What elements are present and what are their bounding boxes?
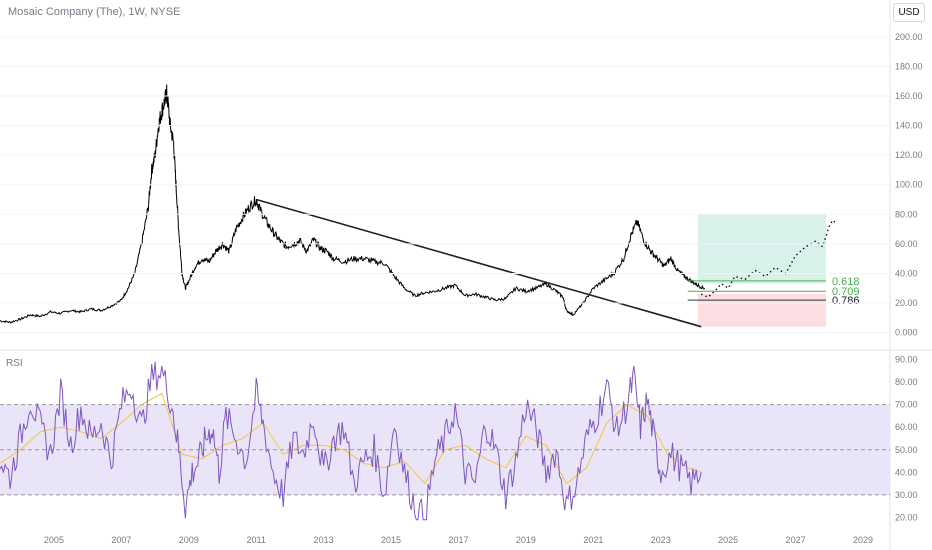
rsi-tick-label: 80.00 — [895, 377, 918, 387]
price-tick-label: 20.00 — [895, 298, 918, 308]
rsi-series — [0, 361, 702, 521]
time-tick-label: 2025 — [718, 535, 738, 545]
rsi-tick-label: 90.00 — [895, 355, 918, 365]
price-tick-label: 200.00 — [895, 32, 923, 42]
price-line — [0, 84, 705, 324]
target-zone — [697, 214, 826, 284]
time-tick-label: 2013 — [314, 535, 334, 545]
time-tick-label: 2027 — [786, 535, 806, 545]
time-tick-label: 2023 — [651, 535, 671, 545]
rsi-tick-label: 70.00 — [895, 400, 918, 410]
chart-title: Mosaic Company (The), 1W, NYSE — [8, 6, 181, 18]
time-tick-label: 2015 — [381, 535, 401, 545]
rsi-tick-label: 20.00 — [895, 512, 918, 522]
price-tick-label: 100.00 — [895, 180, 923, 190]
price-axis[interactable]: 0.000 20.00 40.00 60.00 80.00 100.00 120.00 140… — [0, 32, 923, 338]
time-tick-label: 2021 — [583, 535, 603, 545]
time-tick-label: 2011 — [247, 535, 266, 545]
time-tick-label: 2019 — [516, 535, 536, 545]
fib-label: 0.709 — [832, 286, 860, 298]
time-tick-label: 2007 — [111, 535, 131, 545]
time-tick-label: 2017 — [448, 535, 468, 545]
projection-path — [700, 219, 837, 298]
price-tick-label: 160.00 — [895, 91, 923, 101]
time-tick-label: 2005 — [44, 535, 64, 545]
price-tick-label: 120.00 — [895, 150, 923, 160]
price-series — [0, 84, 705, 324]
price-tick-label: 40.00 — [895, 268, 918, 278]
price-tick-label: 140.00 — [895, 121, 923, 131]
stop-zone — [697, 294, 826, 327]
price-tick-label: 180.00 — [895, 61, 923, 71]
currency-button[interactable]: USD — [893, 3, 925, 22]
rsi-ma-line — [0, 392, 702, 485]
fib-label: 0.618 — [832, 276, 860, 288]
rsi-axis[interactable]: 20.00 30.00 40.00 50.00 60.00 70.00 80.00 90.00 — [895, 355, 918, 523]
time-tick-label: 2009 — [179, 535, 199, 545]
trend-line — [255, 198, 702, 328]
time-axis[interactable]: 2005 2007 2009 2011 2013 2015 2017 2019 2021 2023… — [44, 535, 873, 545]
rsi-label: RSI — [6, 358, 23, 369]
rsi-tick-label: 40.00 — [895, 467, 918, 477]
rsi-line — [0, 361, 702, 521]
fib-label: 0.786 — [832, 295, 860, 307]
price-tick-label: 0.000 — [895, 328, 918, 338]
rsi-tick-label: 30.00 — [895, 490, 918, 500]
price-tick-label: 60.00 — [895, 239, 918, 249]
rsi-tick-label: 50.00 — [895, 445, 918, 455]
time-tick-label: 2029 — [853, 535, 873, 545]
price-tick-label: 80.00 — [895, 209, 918, 219]
position-zones — [697, 214, 826, 327]
rsi-tick-label: 60.00 — [895, 422, 918, 432]
